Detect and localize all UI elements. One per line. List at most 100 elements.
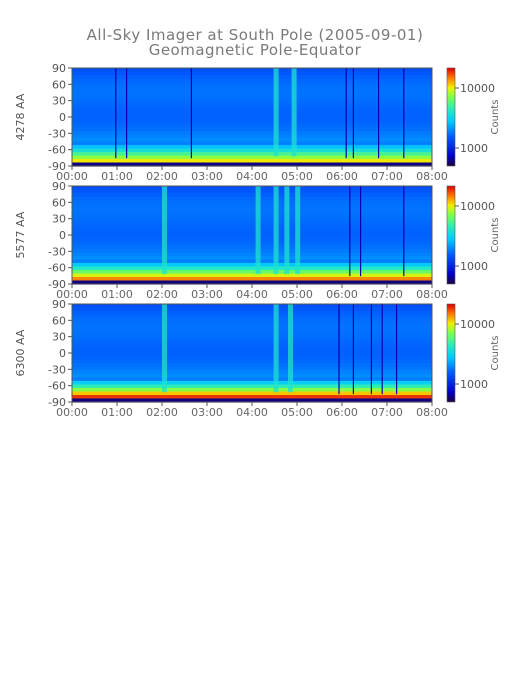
heatmap-row: [72, 332, 432, 337]
colorbar: [446, 67, 456, 167]
dark-column: [403, 68, 405, 159]
heatmap-row: [72, 245, 432, 250]
heatmap-row: [72, 349, 432, 354]
heatmap-row: [72, 311, 432, 316]
colorbar-tick-label: 1000: [460, 142, 488, 155]
heatmap-row: [72, 159, 432, 164]
colorbar-tick-label: 10000: [460, 82, 495, 95]
dark-column: [352, 304, 354, 395]
y-tick-label: 90: [52, 298, 66, 311]
x-tick-label: 03:00: [191, 288, 223, 301]
dark-column: [345, 68, 347, 159]
colorbar-label: Counts: [490, 100, 501, 135]
x-tick-label: 02:00: [146, 170, 178, 183]
heatmap-row: [72, 196, 432, 201]
heatmap-row: [72, 346, 432, 351]
heatmap-row: [72, 78, 432, 83]
y-tick-label: -60: [48, 380, 66, 393]
heatmap-row: [72, 224, 432, 229]
colorbar: [446, 303, 456, 403]
dark-column: [126, 68, 128, 159]
aurora-column: [291, 68, 297, 157]
heatmap-row: [72, 273, 432, 278]
heatmap-row: [72, 391, 432, 396]
heatmap-row: [72, 96, 432, 101]
x-tick-label: 06:00: [326, 288, 358, 301]
heatmap-row: [72, 280, 432, 285]
heatmap-row: [72, 235, 432, 240]
y-tick-label: 30: [52, 213, 66, 226]
panel-1: 90 60 30 0 -30 -60 -90 4278 AA 00:00 01:00 02:00 03…: [14, 62, 501, 183]
heatmap-row: [72, 325, 432, 330]
x-tick-label: 08:00: [416, 288, 448, 301]
x-tick-label: 03:00: [191, 406, 223, 419]
colorbar-tick-label: 10000: [460, 200, 495, 213]
dark-column: [352, 68, 354, 159]
panel-2: 90 60 30 0 -30 -60 -90 5577 AA 00:00 01:00 02:00 03…: [14, 180, 501, 301]
colorbar-tick-label: 1000: [460, 260, 488, 273]
aurora-column: [162, 186, 167, 275]
heatmap-row: [72, 377, 432, 382]
aurora-column: [273, 304, 279, 393]
aurora-column: [273, 186, 279, 275]
heatmap-row: [72, 117, 432, 122]
colorbar-label: Counts: [490, 218, 501, 253]
colorbar-tick-label: 1000: [460, 378, 488, 391]
heatmap-row: [72, 398, 432, 403]
heatmap-row: [72, 228, 432, 233]
panel-3: 90 60 30 0 -30 -60 -90 6300 AA 00:00 01:00 02:00 03…: [14, 298, 501, 419]
heatmap-row: [72, 89, 432, 94]
heatmap-row: [72, 210, 432, 215]
heatmap-row: [72, 113, 432, 118]
heatmap-row: [72, 207, 432, 212]
heatmap-row: [72, 277, 432, 282]
heatmap-row: [72, 339, 432, 344]
heatmap-row: [72, 367, 432, 372]
heatmap-row: [72, 141, 432, 146]
heatmap-row: [72, 71, 432, 76]
x-tick-label: 01:00: [101, 288, 133, 301]
heatmap-row: [72, 103, 432, 108]
heatmap-row: [72, 304, 432, 309]
colorbar: [446, 185, 456, 285]
heatmap-row: [72, 85, 432, 90]
y-tick-label: -90: [48, 278, 66, 291]
x-tick-label: 08:00: [416, 406, 448, 419]
heatmap-row: [72, 335, 432, 340]
y-tick-label: 0: [59, 229, 66, 242]
heatmap-row: [72, 263, 432, 268]
x-tick-label: 03:00: [191, 170, 223, 183]
heatmap-row: [72, 363, 432, 368]
x-tick-label: 01:00: [101, 170, 133, 183]
x-tick-label: 05:00: [281, 288, 313, 301]
aurora-column: [288, 304, 293, 393]
heatmap-row: [72, 221, 432, 226]
heatmap-row: [72, 189, 432, 194]
y-tick-label: -30: [48, 245, 66, 258]
heatmap-row: [72, 242, 432, 247]
aurora-column: [255, 186, 261, 275]
y-axis-label: 5577 AA: [14, 211, 27, 258]
heatmap-row: [72, 186, 432, 191]
y-tick-label: -60: [48, 144, 66, 157]
dark-column: [381, 304, 383, 395]
heatmap-row: [72, 356, 432, 361]
x-tick-label: 04:00: [236, 170, 268, 183]
heatmap-row: [72, 314, 432, 319]
heatmap-row: [72, 259, 432, 264]
heatmap-row: [72, 381, 432, 386]
heatmap-row: [72, 148, 432, 153]
heatmap-row: [72, 68, 432, 73]
dark-column: [403, 186, 405, 277]
x-tick-label: 05:00: [281, 406, 313, 419]
dark-column: [360, 186, 362, 277]
heatmap-row: [72, 99, 432, 104]
heatmap-row: [72, 162, 432, 167]
x-tick-label: 00:00: [56, 406, 88, 419]
y-tick-label: 90: [52, 180, 66, 193]
y-tick-label: 60: [52, 314, 66, 327]
heatmap-row: [72, 92, 432, 97]
x-tick-label: 08:00: [416, 170, 448, 183]
colorbar-label: Counts: [490, 336, 501, 371]
